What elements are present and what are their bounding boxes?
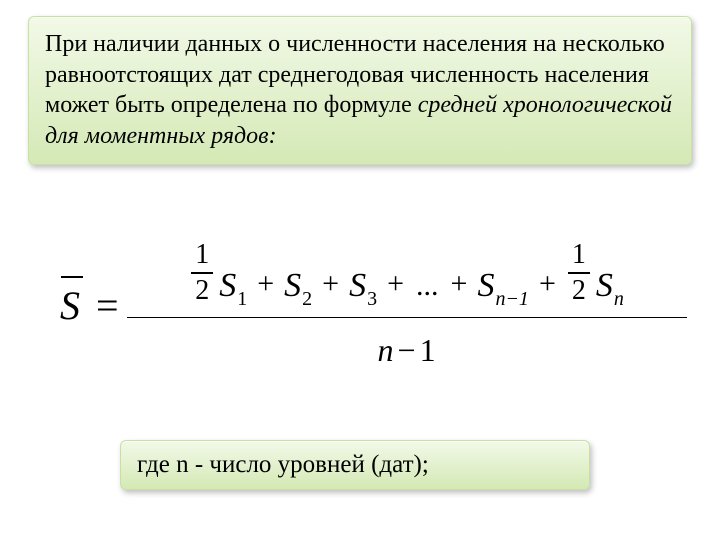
sym-sn: S <box>596 267 613 305</box>
coeff-half-den: 2 <box>195 277 209 305</box>
term-sn: S n <box>596 267 624 305</box>
coeff-half-2: 1 2 <box>568 241 590 305</box>
formula-fraction: 1 2 S 1 + S 2 + S 3 + .. <box>127 241 687 369</box>
sub-n-1: n−1 <box>495 288 529 311</box>
sub-3: 3 <box>367 288 377 311</box>
equals-sign: = <box>96 282 119 329</box>
sub-2: 2 <box>302 288 312 311</box>
formula-lhs-symbol: S <box>60 283 80 328</box>
plus-2: + <box>322 267 339 301</box>
where-text: где n - число уровней (дат); <box>137 451 429 478</box>
fraction-line <box>127 317 687 319</box>
formula-row: S = 1 2 S 1 + S 2 + <box>60 225 680 385</box>
coeff-half-line <box>191 272 213 274</box>
sub-1: 1 <box>237 288 247 311</box>
plus-3: + <box>387 267 404 301</box>
plus-1: + <box>257 267 274 301</box>
sym-s3: S <box>349 267 366 305</box>
formula-lhs-sbar: S <box>60 282 80 329</box>
overbar <box>61 276 83 278</box>
ellipsis: ... <box>416 269 439 303</box>
sub-n: n <box>614 288 624 311</box>
coeff-half-line-2 <box>568 272 590 274</box>
term-s1: S 1 <box>219 267 247 305</box>
formula-denominator: n−1 <box>378 324 436 369</box>
term-s2: S 2 <box>284 267 312 305</box>
coeff-half-num: 1 <box>195 241 209 269</box>
formula: S = 1 2 S 1 + S 2 + <box>60 225 680 385</box>
sym-sn-1: S <box>477 267 494 305</box>
plus-4: + <box>451 267 468 301</box>
intro-text-box: При наличии данных о численности населен… <box>28 16 692 165</box>
where-text-box: где n - число уровней (дат); <box>120 440 590 490</box>
coeff-half-1: 1 2 <box>191 241 213 305</box>
term-s3: S 3 <box>349 267 377 305</box>
coeff-half-den-2: 2 <box>572 277 586 305</box>
sym-s1: S <box>219 267 236 305</box>
term-sn-1: S n−1 <box>477 267 529 305</box>
plus-5: + <box>539 267 556 301</box>
coeff-half-num-2: 1 <box>572 241 586 269</box>
sym-s2: S <box>284 267 301 305</box>
formula-numerator: 1 2 S 1 + S 2 + S 3 + .. <box>185 241 628 311</box>
